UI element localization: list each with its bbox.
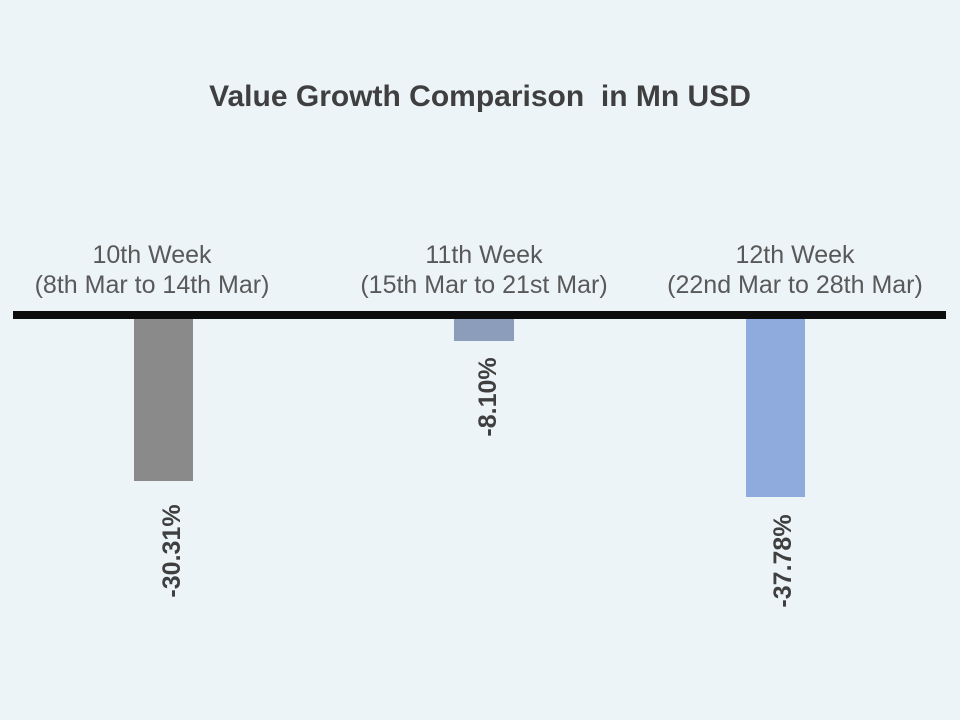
category-label-week: 11th Week <box>425 241 543 269</box>
category-label-week: 10th Week <box>92 241 212 269</box>
data-label: -30.31% <box>158 504 186 598</box>
data-label: -8.10% <box>474 357 502 437</box>
zero-baseline-axis <box>13 311 946 319</box>
category-label-range: (15th Mar to 21st Mar) <box>360 271 608 299</box>
category-label-range: (8th Mar to 14th Mar) <box>34 271 270 299</box>
bar <box>746 315 805 497</box>
category-label: 10th Week (8th Mar to 14th Mar) <box>0 240 332 300</box>
category-label-range: (22nd Mar to 28th Mar) <box>667 271 923 299</box>
category-label: 11th Week (15th Mar to 21st Mar) <box>304 240 664 300</box>
bar <box>134 315 193 481</box>
bar <box>454 315 514 341</box>
category-label-week: 12th Week <box>735 241 855 269</box>
category-label: 12th Week (22nd Mar to 28th Mar) <box>615 240 960 300</box>
chart-title: Value Growth Comparison in Mn USD <box>209 80 751 113</box>
data-label: -37.78% <box>769 514 797 608</box>
